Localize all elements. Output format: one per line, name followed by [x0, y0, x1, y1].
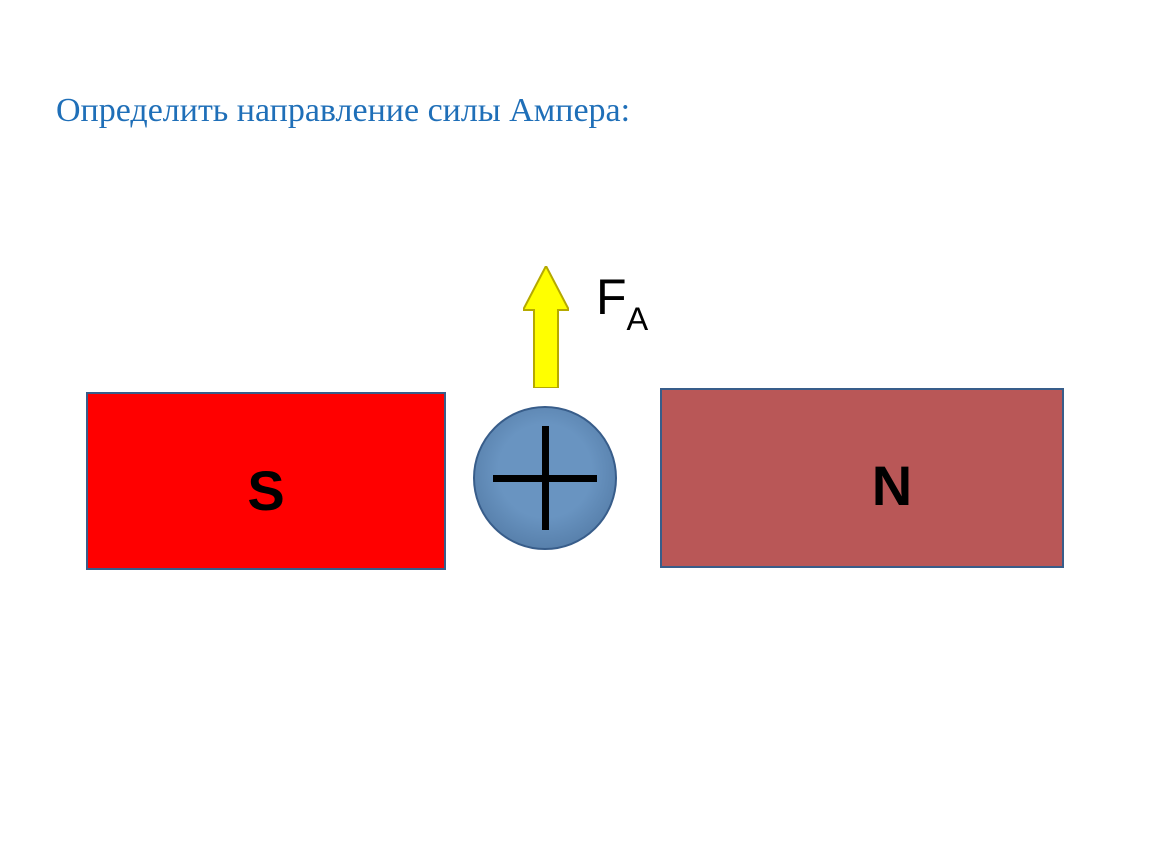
force-label: FA: [596, 268, 648, 333]
conductor-circle: [473, 406, 617, 550]
force-label-sub: A: [627, 301, 649, 337]
south-pole-label: S: [247, 458, 284, 523]
north-pole-label: N: [872, 453, 912, 518]
south-pole: S: [86, 392, 446, 570]
problem-title: Определить направление силы Ампера:: [56, 92, 630, 130]
cross-vertical: [542, 426, 549, 530]
force-arrow: [523, 266, 569, 393]
title-text: Определить направление силы Ампера:: [56, 92, 630, 129]
force-label-main: F: [596, 269, 627, 325]
arrow-svg: [523, 266, 569, 388]
north-pole: N: [660, 388, 1064, 568]
